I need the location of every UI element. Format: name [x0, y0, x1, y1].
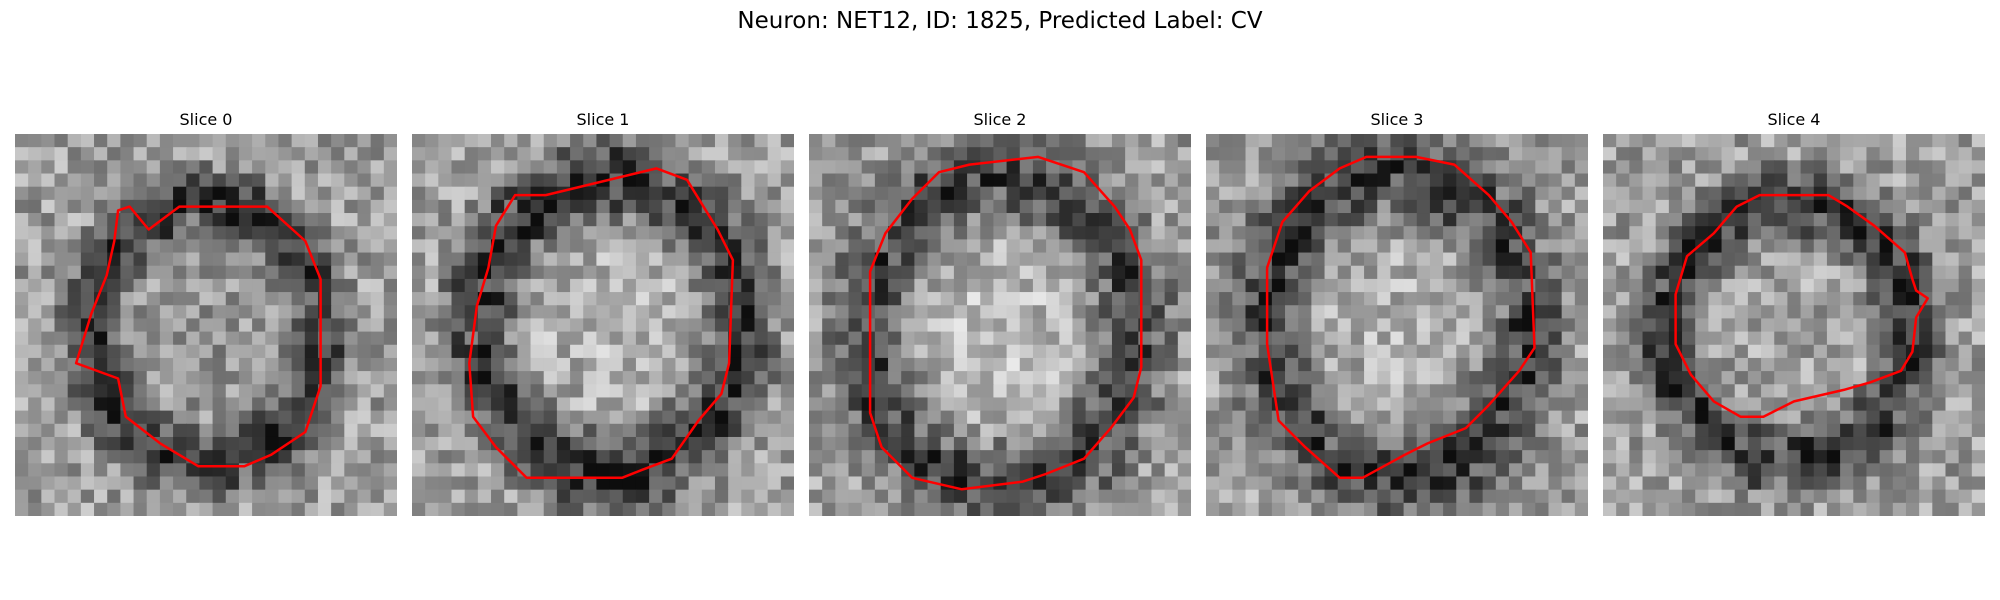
slice-title: Slice 4	[1767, 110, 1821, 129]
slice-panel-3: Slice 3	[1206, 108, 1588, 516]
slice-image-canvas	[1206, 134, 1588, 516]
slice-panel-1: Slice 1	[412, 108, 794, 516]
slice-pixels	[1206, 134, 1588, 516]
figure-title: Neuron: NET12, ID: 1825, Predicted Label…	[737, 8, 1263, 34]
slice-title: Slice 0	[179, 110, 233, 129]
slice-image	[1206, 134, 1588, 516]
slice-title: Slice 3	[1370, 110, 1424, 129]
slice-image	[15, 134, 397, 516]
segmentation-outline	[74, 205, 322, 468]
slice-image	[412, 134, 794, 516]
slice-image-canvas	[1603, 134, 1985, 516]
slice-image	[809, 134, 1191, 516]
slice-pixels	[412, 134, 794, 516]
slice-image-canvas	[809, 134, 1191, 516]
segmentation-outline	[868, 155, 1143, 491]
slice-image-canvas	[15, 134, 397, 516]
slice-pixels	[15, 134, 397, 516]
slice-image	[1603, 134, 1985, 516]
slice-title: Slice 2	[973, 110, 1027, 129]
slice-image-canvas	[412, 134, 794, 516]
slice-pixels	[809, 134, 1191, 516]
segmentation-outline	[1674, 193, 1929, 418]
segmentation-outline	[468, 167, 735, 480]
slice-panel-0: Slice 0	[15, 108, 397, 516]
slice-panel-4: Slice 4	[1603, 108, 1985, 516]
segmentation-outline	[1265, 155, 1536, 480]
slice-panel-2: Slice 2	[809, 108, 1191, 516]
slice-pixels	[1603, 134, 1985, 516]
slice-title: Slice 1	[576, 110, 630, 129]
